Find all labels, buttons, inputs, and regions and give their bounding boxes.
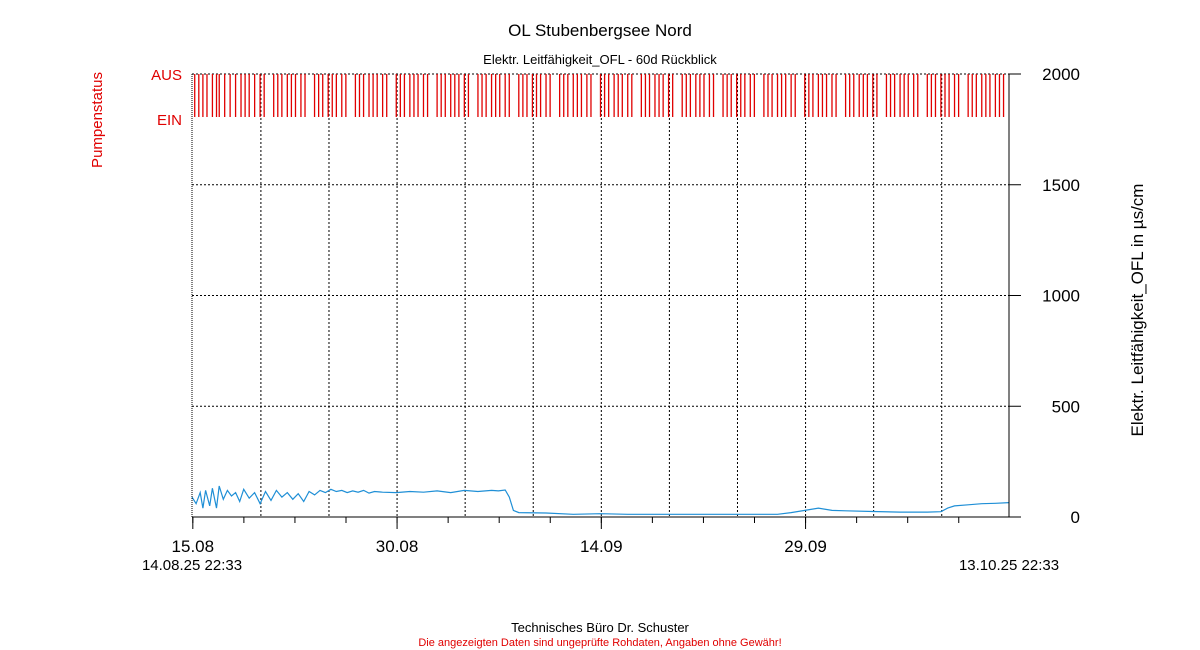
pump-label-off: AUS xyxy=(151,67,182,84)
chart-title: OL Stubenbergsee Nord xyxy=(508,21,692,40)
x-tick-label: 30.08 xyxy=(376,537,419,556)
series-line xyxy=(191,485,1010,515)
chart-subtitle: Elektr. Leitfähigkeit_OFL - 60d Rückblic… xyxy=(483,52,717,67)
x-tick-label: 14.09 xyxy=(580,537,623,556)
footer-disclaimer: Die angezeigten Daten sind ungeprüfte Ro… xyxy=(418,637,781,649)
x-tick-label: 29.09 xyxy=(784,537,827,556)
pump-status-marks xyxy=(194,74,1005,117)
series xyxy=(191,485,1010,515)
grid xyxy=(192,73,1009,517)
y-tick-label: 0 xyxy=(1071,508,1080,527)
footer-company: Technisches Büro Dr. Schuster xyxy=(511,620,689,635)
y-tick-label: 1500 xyxy=(1042,176,1080,195)
x-start-label: 14.08.25 22:33 xyxy=(142,557,242,574)
y-tick-label: 1000 xyxy=(1042,287,1080,306)
y-axis-label-right: Elektr. Leitfähigkeit_OFL in µs/cm xyxy=(1128,184,1147,437)
y-axis-label-left: Pumpenstatus xyxy=(89,72,106,168)
pump-label-on: EIN xyxy=(157,112,182,129)
y-tick-label: 500 xyxy=(1052,397,1080,416)
x-tick-label: 15.08 xyxy=(172,537,215,556)
x-end-label: 13.10.25 22:33 xyxy=(959,557,1059,574)
y-tick-label: 2000 xyxy=(1042,65,1080,84)
axes: 2000 1500 1000 500 0 15.08 30.08 14.09 29.09 xyxy=(172,65,1080,556)
